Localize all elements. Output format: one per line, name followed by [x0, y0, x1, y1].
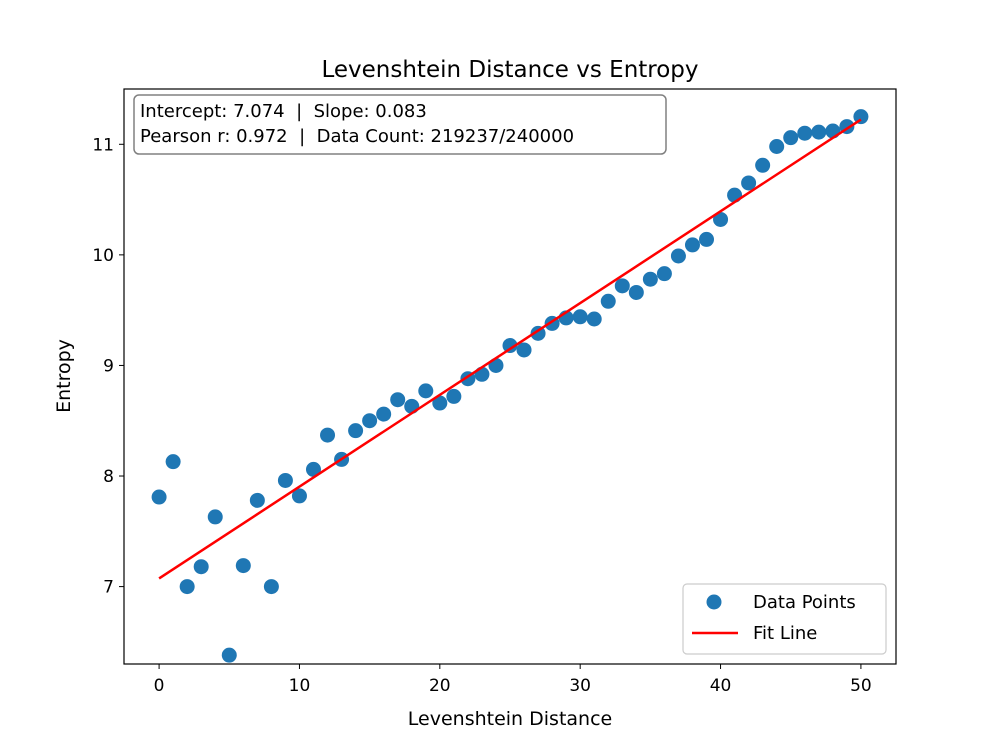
data-point: [769, 139, 785, 154]
axes-background: [124, 89, 896, 664]
data-point: [474, 366, 490, 382]
data-point: [320, 427, 336, 443]
data-point: [207, 509, 223, 525]
legend-label-data-points: Data Points: [753, 592, 856, 613]
data-point: [179, 579, 195, 595]
data-point: [642, 271, 658, 287]
stats-annotation: Intercept: 7.074 | Slope: 0.083 Pearson …: [133, 94, 667, 155]
data-point: [390, 392, 406, 408]
y-axis-ticks: 7 8 9 10 11: [92, 135, 124, 598]
data-point: [193, 559, 209, 575]
stats-line-1: Intercept: 7.074 | Slope: 0.083: [140, 101, 427, 122]
plot-area: [123, 88, 897, 665]
data-point: [446, 388, 462, 404]
y-tick-label: 7: [103, 578, 114, 598]
data-point: [404, 398, 420, 414]
data-point: [853, 109, 869, 125]
axes-frame: [123, 88, 897, 665]
data-point: [614, 278, 630, 294]
x-tick-label: 50: [850, 676, 872, 696]
data-point: [825, 123, 841, 139]
y-axis-label: Entropy: [53, 339, 75, 413]
legend-marker-data-points: [706, 594, 722, 610]
x-tick-label: 10: [289, 676, 311, 696]
data-point: [628, 284, 644, 300]
data-point: [572, 309, 588, 325]
data-point: [502, 338, 518, 354]
data-point: [699, 231, 715, 247]
legend-frame: [682, 583, 887, 655]
legend-label-fit-line: Fit Line: [753, 623, 817, 644]
x-axis-ticks: 0 10 20 30 40 50: [154, 664, 872, 696]
y-tick-label: 10: [92, 246, 114, 266]
data-point: [291, 488, 307, 504]
y-tick-label: 8: [103, 467, 114, 487]
data-point: [783, 130, 799, 146]
data-marks: [151, 109, 869, 663]
data-point: [221, 647, 237, 663]
data-point: [432, 395, 448, 411]
data-point: [249, 492, 265, 508]
data-point: [165, 454, 181, 470]
x-tick-label: 40: [710, 676, 732, 696]
data-point: [797, 125, 813, 141]
data-point: [263, 579, 279, 595]
y-tick-label: 9: [103, 356, 114, 376]
data-point: [348, 423, 364, 439]
data-point: [684, 237, 700, 253]
data-point: [741, 175, 757, 191]
legend: Data Points Fit Line: [682, 583, 887, 655]
data-point: [670, 248, 686, 264]
data-point: [305, 461, 321, 477]
data-point: [727, 187, 743, 203]
data-point: [235, 558, 251, 574]
data-point: [362, 413, 378, 429]
stats-box-frame: [133, 94, 667, 155]
data-point: [586, 311, 602, 327]
data-point: [755, 157, 771, 173]
chart-title: Levenshtein Distance vs Entropy: [321, 57, 698, 83]
data-point: [418, 383, 434, 399]
data-point: [277, 472, 293, 488]
y-tick-label: 11: [92, 135, 114, 155]
stats-line-2: Pearson r: 0.972 | Data Count: 219237/24…: [140, 126, 574, 147]
data-point: [151, 489, 167, 505]
data-point: [600, 293, 616, 309]
data-point: [376, 406, 392, 422]
data-point: [713, 211, 729, 227]
x-axis-label: Levenshtein Distance: [408, 708, 612, 730]
data-point: [516, 342, 532, 358]
x-tick-label: 20: [429, 676, 451, 696]
fit-line: [158, 118, 862, 580]
data-point: [656, 266, 672, 282]
x-tick-label: 0: [154, 676, 165, 696]
x-tick-label: 30: [569, 676, 591, 696]
data-point: [811, 124, 827, 140]
